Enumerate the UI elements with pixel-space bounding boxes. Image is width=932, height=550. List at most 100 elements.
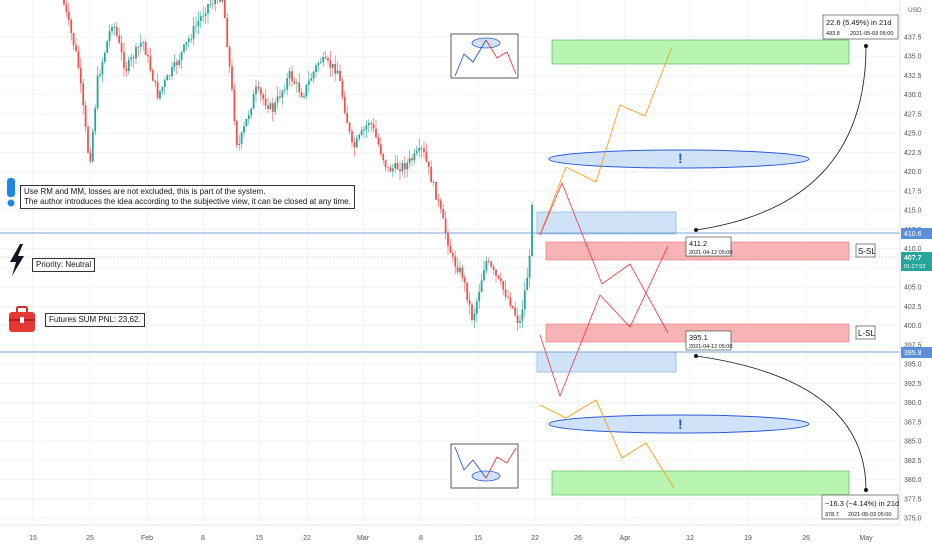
candle-body — [353, 142, 356, 148]
candle-body — [120, 42, 123, 53]
price-tick-label: 435.0 — [904, 54, 922, 61]
candle-body — [91, 131, 94, 162]
candle-body — [363, 129, 365, 131]
candle-body — [94, 108, 97, 132]
badge-upper-line: 410.6 — [901, 228, 932, 239]
projection-path-orange-down — [539, 399, 675, 489]
candle-body — [180, 51, 183, 61]
candle-body — [389, 167, 392, 172]
entry-zone-lower — [536, 351, 677, 373]
candle-body — [339, 70, 341, 81]
candle-body — [271, 103, 274, 112]
candle-body — [161, 86, 164, 91]
svg-text:2021-04-12 05:00: 2021-04-12 05:00 — [689, 250, 732, 256]
pattern-thumbnail-bottom — [450, 443, 519, 489]
time-tick-label: May — [859, 535, 873, 542]
candle-body — [504, 289, 507, 297]
time-tick-label: 8 — [419, 535, 423, 542]
long-sl-label: L-SL — [855, 325, 875, 340]
target-curve-down — [695, 355, 867, 491]
exclamation-mark-upper: ! — [678, 150, 683, 166]
time-tick-label: 15 — [255, 535, 263, 542]
badge-lower-line: 395.8 — [901, 347, 932, 358]
exclamation-mark-lower: ! — [678, 416, 683, 432]
candle-body — [377, 137, 380, 145]
candle-body — [463, 277, 466, 283]
candle-body — [358, 134, 361, 139]
target-dot-down[interactable] — [864, 488, 868, 492]
time-tick-label: 15 — [474, 535, 482, 542]
candle-body — [65, 4, 68, 12]
candle-body — [401, 163, 404, 172]
candle-body — [425, 152, 428, 162]
candle-body — [183, 44, 185, 52]
candle-body — [173, 62, 176, 68]
candle-body — [499, 278, 502, 282]
candle-body — [327, 58, 329, 61]
candle-body — [305, 84, 308, 97]
briefcase-icon — [9, 306, 35, 332]
candle-body — [211, 3, 214, 5]
candlestick-series — [63, 0, 533, 332]
price-tick-label: 422.5 — [904, 150, 922, 157]
candle-body — [82, 83, 85, 106]
system-note-line1: Use RM and MM, losses are not excluded, … — [24, 187, 266, 196]
marker-box-upper: 411.2 2021-04-12 05:00 — [685, 236, 732, 257]
price-tick-label: 380.0 — [904, 477, 922, 484]
candle-body — [144, 41, 147, 55]
candle-body — [77, 50, 80, 68]
candle-body — [250, 108, 253, 116]
price-tick-label: 375.0 — [904, 516, 922, 523]
target-dot-up[interactable] — [864, 44, 868, 48]
candle-body — [531, 204, 533, 256]
price-tick-label: 400.0 — [904, 323, 922, 330]
candle-body — [411, 158, 413, 161]
time-tick-label: Apr — [620, 535, 632, 542]
candle-body — [430, 167, 433, 183]
system-note-line2: The author introduces the idea according… — [24, 197, 351, 206]
candle-body — [123, 52, 125, 69]
candle-body — [461, 267, 464, 278]
highlight-ellipse-upper — [548, 149, 810, 169]
time-tick-label: 19 — [744, 535, 752, 542]
candle-body — [72, 33, 75, 46]
candle-body — [111, 26, 113, 32]
svg-text:395.1: 395.1 — [689, 333, 708, 342]
short-sl-label: S-SL — [855, 243, 876, 258]
candle-body — [223, 0, 226, 19]
time-tick-label: 15 — [29, 535, 37, 542]
candle-body — [231, 66, 233, 90]
price-tick-label: 377.5 — [904, 496, 922, 503]
candle-body — [502, 281, 505, 290]
svg-text:S-SL: S-SL — [858, 247, 876, 256]
projection-path-red-up-lower — [539, 245, 669, 398]
candle-body — [293, 81, 296, 84]
candle-body — [485, 261, 488, 271]
svg-text:−16.3 (−4.14%) in 21d: −16.3 (−4.14%) in 21d — [825, 499, 899, 508]
candle-body — [336, 70, 339, 74]
svg-text:22.6 (5.49%) in 21d: 22.6 (5.49%) in 21d — [826, 18, 891, 27]
price-tick-label: 387.5 — [904, 419, 922, 426]
svg-text:411.2: 411.2 — [689, 239, 707, 248]
time-tick-label: 26 — [802, 535, 810, 542]
marker-dot-upper[interactable] — [694, 228, 698, 232]
candle-body — [156, 82, 159, 99]
candle-body — [96, 75, 99, 109]
candle-body — [451, 252, 454, 257]
candle-body — [459, 267, 461, 273]
entry-zone-upper — [536, 211, 677, 235]
candle-body — [394, 163, 397, 169]
candle-body — [99, 74, 101, 76]
svg-text:378.7: 378.7 — [825, 512, 839, 518]
candle-body — [288, 71, 291, 79]
time-axis[interactable]: 15 25 Feb 8 15 22 Mar 8 15 22 26 Apr 12 19 26 May — [0, 524, 932, 550]
target-zone-down — [551, 470, 850, 496]
marker-dot-lower[interactable] — [694, 354, 698, 358]
candle-body — [487, 261, 490, 262]
candle-body — [319, 62, 322, 64]
candle-body — [79, 67, 82, 84]
candle-body — [348, 123, 351, 132]
candle-body — [192, 26, 195, 39]
candle-body — [127, 59, 130, 72]
